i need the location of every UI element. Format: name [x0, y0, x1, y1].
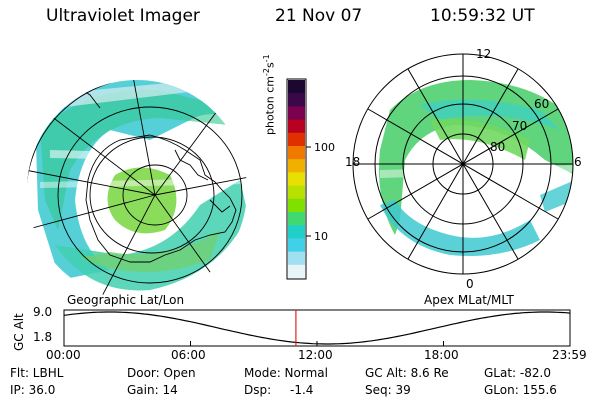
colorbar-band — [288, 238, 305, 253]
colorbar-band — [288, 132, 305, 147]
dsp-value: -1.4 — [290, 383, 314, 397]
dsp-label: Dsp: — [244, 383, 272, 397]
altitude-timeline — [63, 309, 571, 347]
mlat-label-60: 60 — [534, 97, 550, 111]
glon-readout: GLon: 155.6 — [484, 383, 557, 397]
filter-readout: Flt: LBHL — [10, 366, 64, 380]
colorbar — [286, 78, 311, 280]
mlt-label-12: 12 — [476, 47, 492, 61]
apex-map — [352, 53, 574, 275]
date-label: 21 Nov 07 — [275, 6, 363, 26]
door-readout: Door: Open — [127, 366, 196, 380]
mlat-label-70: 70 — [512, 119, 528, 133]
colorbar-band — [288, 225, 305, 239]
instrument-title: Ultraviolet Imager — [46, 6, 200, 26]
colorbar-label-100: 100 — [314, 141, 335, 154]
colorbar-band — [288, 264, 305, 279]
colorbar-band — [288, 146, 305, 160]
glat-readout: GLat: -82.0 — [484, 366, 551, 380]
mlt-label-18: 18 — [345, 155, 361, 169]
timeline-xtick-1800: 18:00 — [424, 348, 459, 362]
mlat-label-80: 80 — [490, 140, 506, 154]
geo-auroral-image — [35, 80, 247, 291]
timeline-xtick-0000: 00:00 — [46, 348, 81, 362]
mlt-label-0: 0 — [466, 277, 474, 291]
colorbar-unit: photon cm-2s-1 — [262, 54, 277, 135]
timeline-ylabel: GC Alt — [12, 313, 26, 351]
colorbar-label-10: 10 — [314, 230, 328, 243]
colorbar-band — [288, 212, 305, 226]
ip-readout: IP: 36.0 — [10, 383, 56, 397]
colorbar-band — [288, 251, 305, 266]
colorbar-band — [288, 119, 305, 134]
colorbar-band — [288, 159, 305, 173]
time-label: 10:59:32 UT — [430, 6, 535, 26]
colorbar-band — [288, 185, 305, 200]
timeline-xtick-0600: 06:00 — [171, 348, 206, 362]
mlt-label-6: 6 — [574, 155, 582, 169]
timeline-xtick-2359: 23:59 — [552, 348, 587, 362]
gain-readout: Gain: 14 — [127, 383, 178, 397]
timeline-frame — [63, 309, 571, 347]
colorbar-band — [288, 198, 305, 213]
colorbar-band — [288, 106, 305, 121]
seq-readout: Seq: 39 — [365, 383, 411, 397]
geographic-map — [27, 80, 247, 300]
timeline-xtick-1200: 12:00 — [298, 348, 333, 362]
apex-grid — [352, 53, 574, 275]
altitude-curve — [63, 311, 571, 345]
timeline-ytick-9: 9.0 — [33, 305, 53, 319]
mode-readout: Mode: Normal — [244, 366, 328, 380]
apex-map-caption: Apex MLat/MLT — [424, 293, 514, 307]
timeline-ytick-1-8: 1.8 — [33, 330, 53, 344]
colorbar-band — [288, 93, 305, 107]
colorbar-band — [288, 172, 305, 187]
geo-map-caption: Geographic Lat/Lon — [67, 293, 185, 307]
colorbar-band — [288, 80, 305, 94]
gc-alt-readout: GC Alt: 8.6 Re — [365, 366, 449, 380]
